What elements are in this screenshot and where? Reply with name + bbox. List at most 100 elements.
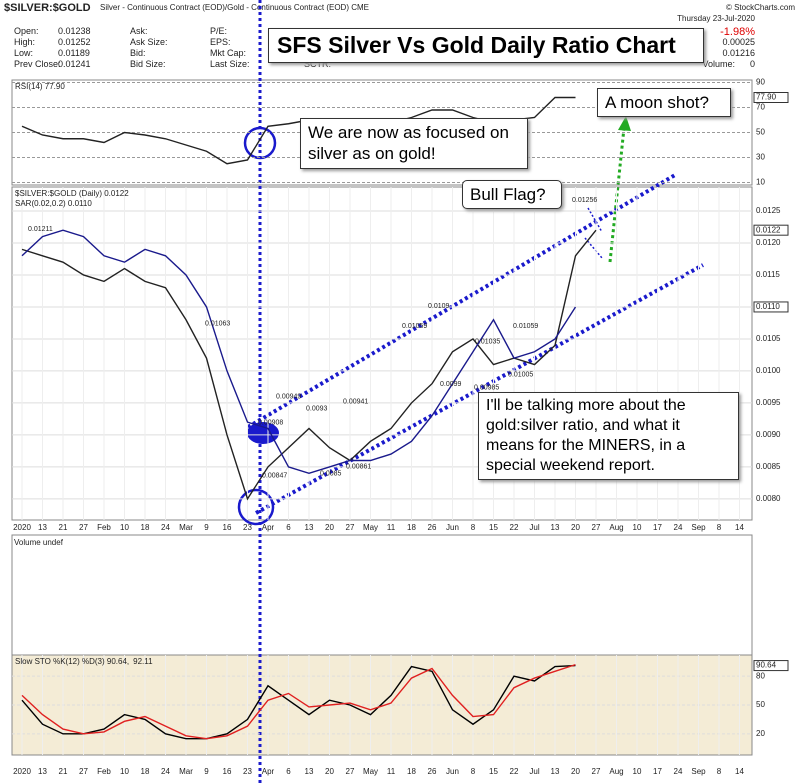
series-line — [21, 229, 597, 501]
x-tick-label: 8 — [471, 523, 476, 532]
y-tick-label: 0.0085 — [756, 462, 781, 471]
x-tick-label: 17 — [653, 523, 662, 532]
y-tick-label: 20 — [756, 729, 765, 738]
x-tick-label: 20 — [325, 523, 334, 532]
x-tick-label: 13 — [305, 767, 314, 776]
point-label: 0.00861 — [346, 464, 371, 471]
moon-arrowhead — [618, 116, 631, 131]
x-tick-label: Apr — [262, 767, 275, 776]
x-tick-label: 20 — [571, 767, 580, 776]
annotation-focus: We are now as focused on silver as on go… — [300, 118, 528, 169]
x-tick-label: 24 — [161, 767, 170, 776]
x-tick-label: 20 — [325, 767, 334, 776]
quote-cell: 0.01238 — [58, 26, 91, 36]
x-tick-label: 2020 — [13, 523, 31, 532]
x-tick-label: Jun — [446, 767, 459, 776]
x-tick-label: 14 — [735, 767, 744, 776]
legend-entry: 92.11 — [133, 657, 153, 666]
x-tick-label: 10 — [120, 767, 129, 776]
quote-cell: High: — [14, 37, 36, 47]
x-tick-label: 18 — [141, 767, 150, 776]
point-label: 0.0093 — [306, 406, 328, 413]
last-value-tag — [753, 660, 789, 672]
symbol: $SILVER:$GOLD — [4, 2, 91, 14]
x-tick-label: May — [363, 523, 378, 532]
x-tick-label: 13 — [305, 523, 314, 532]
x-tick-label: 23 — [243, 767, 252, 776]
point-label: 0.0109 — [428, 303, 450, 310]
x-tick-label: 24 — [674, 523, 683, 532]
y-tick-label: 0.0125 — [756, 206, 781, 215]
legend-entry: SAR(0.02,0.2) 0.0110 — [15, 199, 92, 208]
quote-cell: 0.01252 — [58, 37, 91, 47]
quote-cell: 0.01189 — [58, 48, 90, 58]
annotation-moon: A moon shot? — [597, 88, 731, 118]
annotation-flag: Bull Flag? — [462, 180, 562, 210]
quote-cell: Bid Size: — [130, 59, 166, 69]
x-tick-label: 23 — [243, 523, 252, 532]
x-tick-label: 10 — [633, 523, 642, 532]
y-tick-label: 10 — [756, 178, 765, 187]
x-tick-label: 10 — [633, 767, 642, 776]
x-tick-label: Feb — [97, 523, 111, 532]
point-label: 0.00949 — [276, 393, 301, 400]
x-tick-label: 24 — [674, 767, 683, 776]
x-tick-label: 21 — [59, 523, 68, 532]
x-tick-label: 27 — [346, 767, 355, 776]
x-tick-label: 15 — [489, 767, 498, 776]
x-tick-label: May — [363, 767, 378, 776]
x-tick-label: Jun — [446, 523, 459, 532]
point-label: 0.01059 — [513, 323, 538, 330]
x-tick-label: 13 — [38, 767, 47, 776]
x-tick-label: 21 — [59, 767, 68, 776]
x-tick-label: 13 — [551, 767, 560, 776]
x-tick-label: 26 — [428, 767, 437, 776]
x-tick-label: Apr — [262, 523, 275, 532]
legend-entry: $SILVER:$GOLD (Daily) 0.0122 — [15, 189, 129, 198]
quote-cell: Low: — [14, 48, 34, 58]
point-label: 0.0085 — [320, 471, 342, 478]
x-tick-label: Jul — [529, 523, 539, 532]
point-label: 0.00941 — [343, 399, 368, 406]
y-tick-label: 0.0095 — [756, 398, 781, 407]
x-tick-label: 13 — [38, 523, 47, 532]
quote-cell: Ask Size: — [130, 37, 168, 47]
x-tick-label: 14 — [735, 523, 744, 532]
y-tick-label: 0.0090 — [756, 430, 781, 439]
x-tick-label: 16 — [223, 523, 232, 532]
y-tick-label: 50 — [756, 700, 765, 709]
last-value-label: 0.0122 — [756, 225, 781, 234]
quote-cell: Last Size: — [210, 59, 250, 69]
point-label: 0.01063 — [205, 320, 230, 327]
legend-entry: Slow STO %K(12) %D(3) 90.64, — [15, 657, 129, 666]
point-label: 0.01256 — [572, 197, 597, 204]
x-tick-label: 15 — [489, 523, 498, 532]
x-tick-label: 16 — [223, 767, 232, 776]
x-tick-label: Sep — [691, 767, 706, 776]
quote-cell: Prev Close: — [14, 59, 61, 69]
last-value-tag — [753, 92, 789, 103]
annotation-report: I'll be talking more about the gold:silv… — [478, 392, 739, 480]
last-value-label: 90.64 — [756, 661, 777, 670]
x-tick-label: 26 — [428, 523, 437, 532]
x-tick-label: 10 — [120, 523, 129, 532]
y-tick-label: 30 — [756, 153, 765, 162]
x-tick-label: 6 — [286, 767, 291, 776]
y-tick-label: 0.0115 — [756, 270, 780, 279]
circle-marker — [237, 488, 275, 526]
y-tick-label: 80 — [756, 671, 765, 680]
quote-right-cell: -1.98% — [720, 26, 755, 38]
channel-upper — [246, 173, 677, 429]
quote-cell: 0.01241 — [58, 59, 91, 69]
x-tick-label: 13 — [551, 523, 560, 532]
x-tick-label: Aug — [609, 523, 623, 532]
x-tick-label: Mar — [179, 767, 193, 776]
y-tick-label: 0.0080 — [756, 494, 781, 503]
x-tick-label: 20 — [571, 523, 580, 532]
flag-line — [587, 207, 603, 233]
quote-right-cell: 0.01216 — [722, 48, 755, 58]
x-tick-label: 18 — [407, 523, 416, 532]
x-tick-label: 11 — [387, 767, 396, 776]
